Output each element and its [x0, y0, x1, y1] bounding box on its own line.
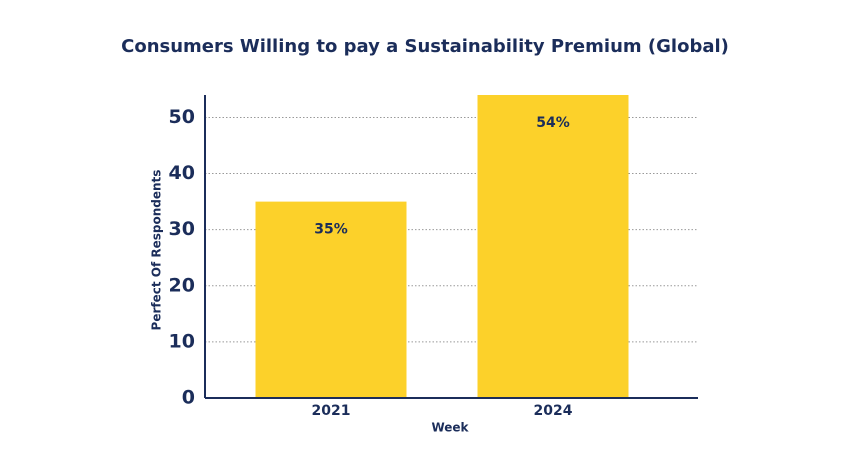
y-axis-label: Perfect Of Respondents	[150, 170, 164, 331]
x-tick-label: 2021	[312, 403, 351, 419]
x-tick-label: 2024	[534, 403, 573, 419]
y-tick-label: 20	[169, 274, 195, 296]
y-tick-label: 0	[182, 387, 195, 409]
bar	[477, 95, 629, 398]
y-tick-label: 30	[169, 218, 195, 240]
data-label: 35%	[314, 222, 348, 238]
data-label: 54%	[536, 115, 570, 131]
bar	[255, 201, 407, 398]
y-tick-label: 50	[169, 106, 195, 128]
x-axis-label: Week	[431, 421, 469, 435]
y-tick-label: 40	[169, 162, 195, 184]
y-tick-label: 10	[169, 330, 195, 352]
chart-title: Consumers Willing to pay a Sustainabilit…	[121, 36, 729, 57]
